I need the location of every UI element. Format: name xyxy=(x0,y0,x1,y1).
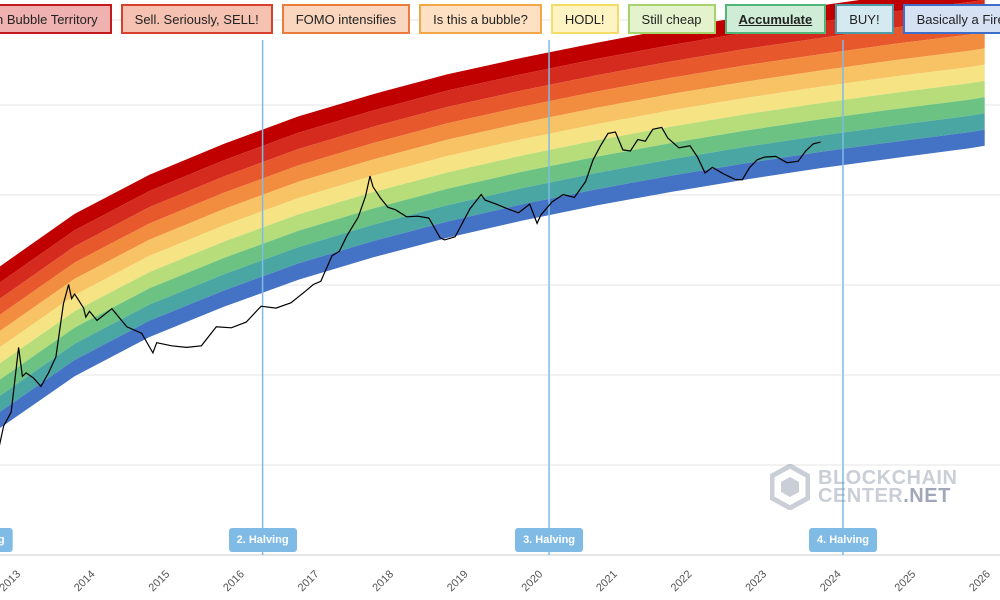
blockchaincenter-watermark: BLOCKCHAIN CENTER.NET xyxy=(770,464,957,510)
x-tick-label: 2021 xyxy=(594,568,620,594)
x-tick-label: 2014 xyxy=(72,568,98,594)
x-tick-label: 2026 xyxy=(967,568,993,594)
x-tick-label: 2024 xyxy=(818,568,844,594)
halving-label-3: 3. Halving xyxy=(515,528,584,552)
halving-lines xyxy=(261,40,844,555)
legend-item-1[interactable]: n Bubble Territory xyxy=(0,4,112,34)
x-tick-label: 2018 xyxy=(370,568,396,594)
x-tick-label: 2025 xyxy=(893,568,919,594)
legend-item-2[interactable]: Sell. Seriously, SELL! xyxy=(120,4,273,34)
legend-item-6[interactable]: Still cheap xyxy=(627,4,716,34)
halving-label-4: 4. Halving xyxy=(808,528,877,552)
x-axis-ticks: 2013 2014 2015 2016 2017 2018 2019 2020 2021 2022… xyxy=(0,568,993,594)
watermark-line2: CENTER.NET xyxy=(818,485,951,507)
legend-item-7[interactable]: Accumulate xyxy=(724,4,827,34)
x-tick-label: 2023 xyxy=(743,568,769,594)
x-tick-label: 2013 xyxy=(0,568,23,594)
rainbow-bands xyxy=(0,0,985,429)
legend-item-5[interactable]: HODL! xyxy=(550,4,619,34)
legend: n Bubble Territory Sell. Seriously, SELL!… xyxy=(0,4,1000,34)
halving-label-1: ving xyxy=(0,528,13,552)
blockchaincenter-logo-icon xyxy=(770,464,810,510)
x-tick-label: 2019 xyxy=(445,568,471,594)
x-tick-label: 2020 xyxy=(520,568,546,594)
x-tick-label: 2016 xyxy=(221,568,247,594)
legend-item-9[interactable]: Basically a Fire Sale xyxy=(902,4,1000,34)
legend-item-8[interactable]: BUY! xyxy=(835,4,894,34)
legend-item-3[interactable]: FOMO intensifies xyxy=(281,4,411,34)
x-tick-label: 2017 xyxy=(296,568,322,594)
halving-label-2: 2. Halving xyxy=(228,528,297,552)
watermark-line1: BLOCKCHAIN xyxy=(818,467,958,489)
x-tick-label: 2022 xyxy=(669,568,695,594)
price-line xyxy=(0,126,821,446)
x-tick-label: 2015 xyxy=(147,568,173,594)
legend-item-4[interactable]: Is this a bubble? xyxy=(419,4,542,34)
